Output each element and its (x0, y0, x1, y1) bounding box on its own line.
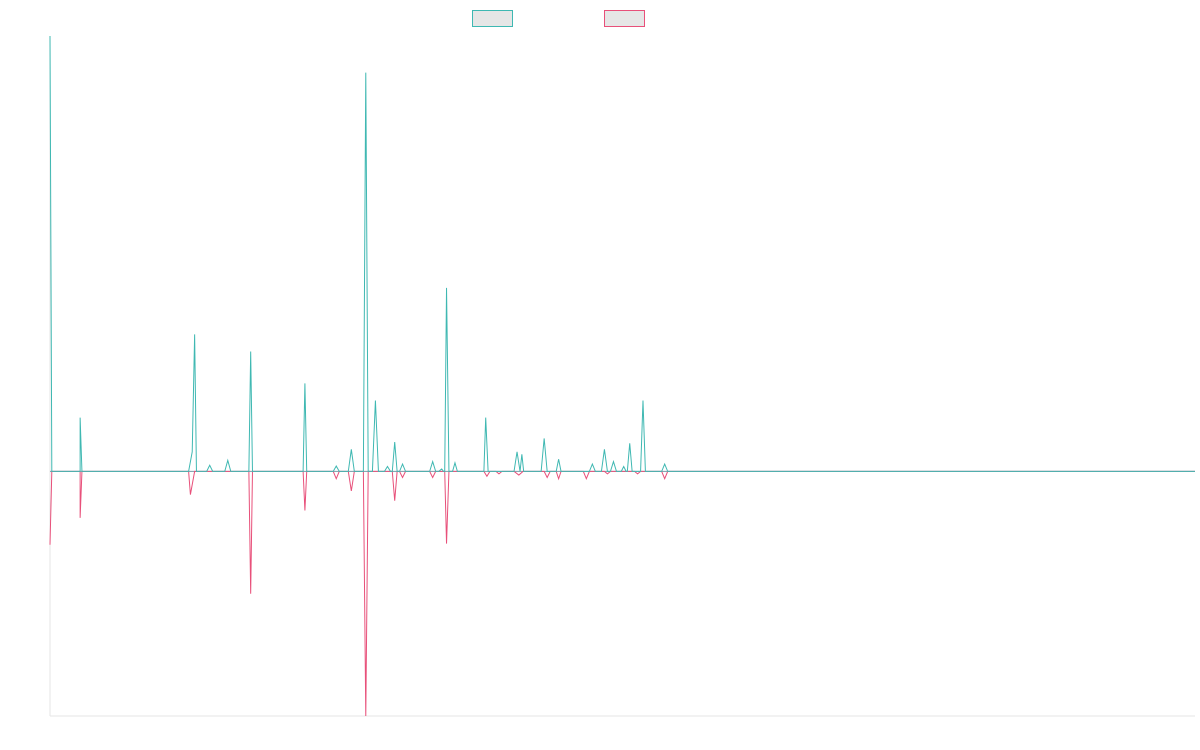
series-1-line (49, 35, 1195, 472)
legend-swatch-series-1[interactable] (472, 10, 513, 27)
series-layer (49, 35, 1195, 717)
series-2-line (49, 470, 1195, 717)
legend[interactable] (472, 10, 645, 27)
legend-swatch-series-2[interactable] (604, 10, 645, 27)
